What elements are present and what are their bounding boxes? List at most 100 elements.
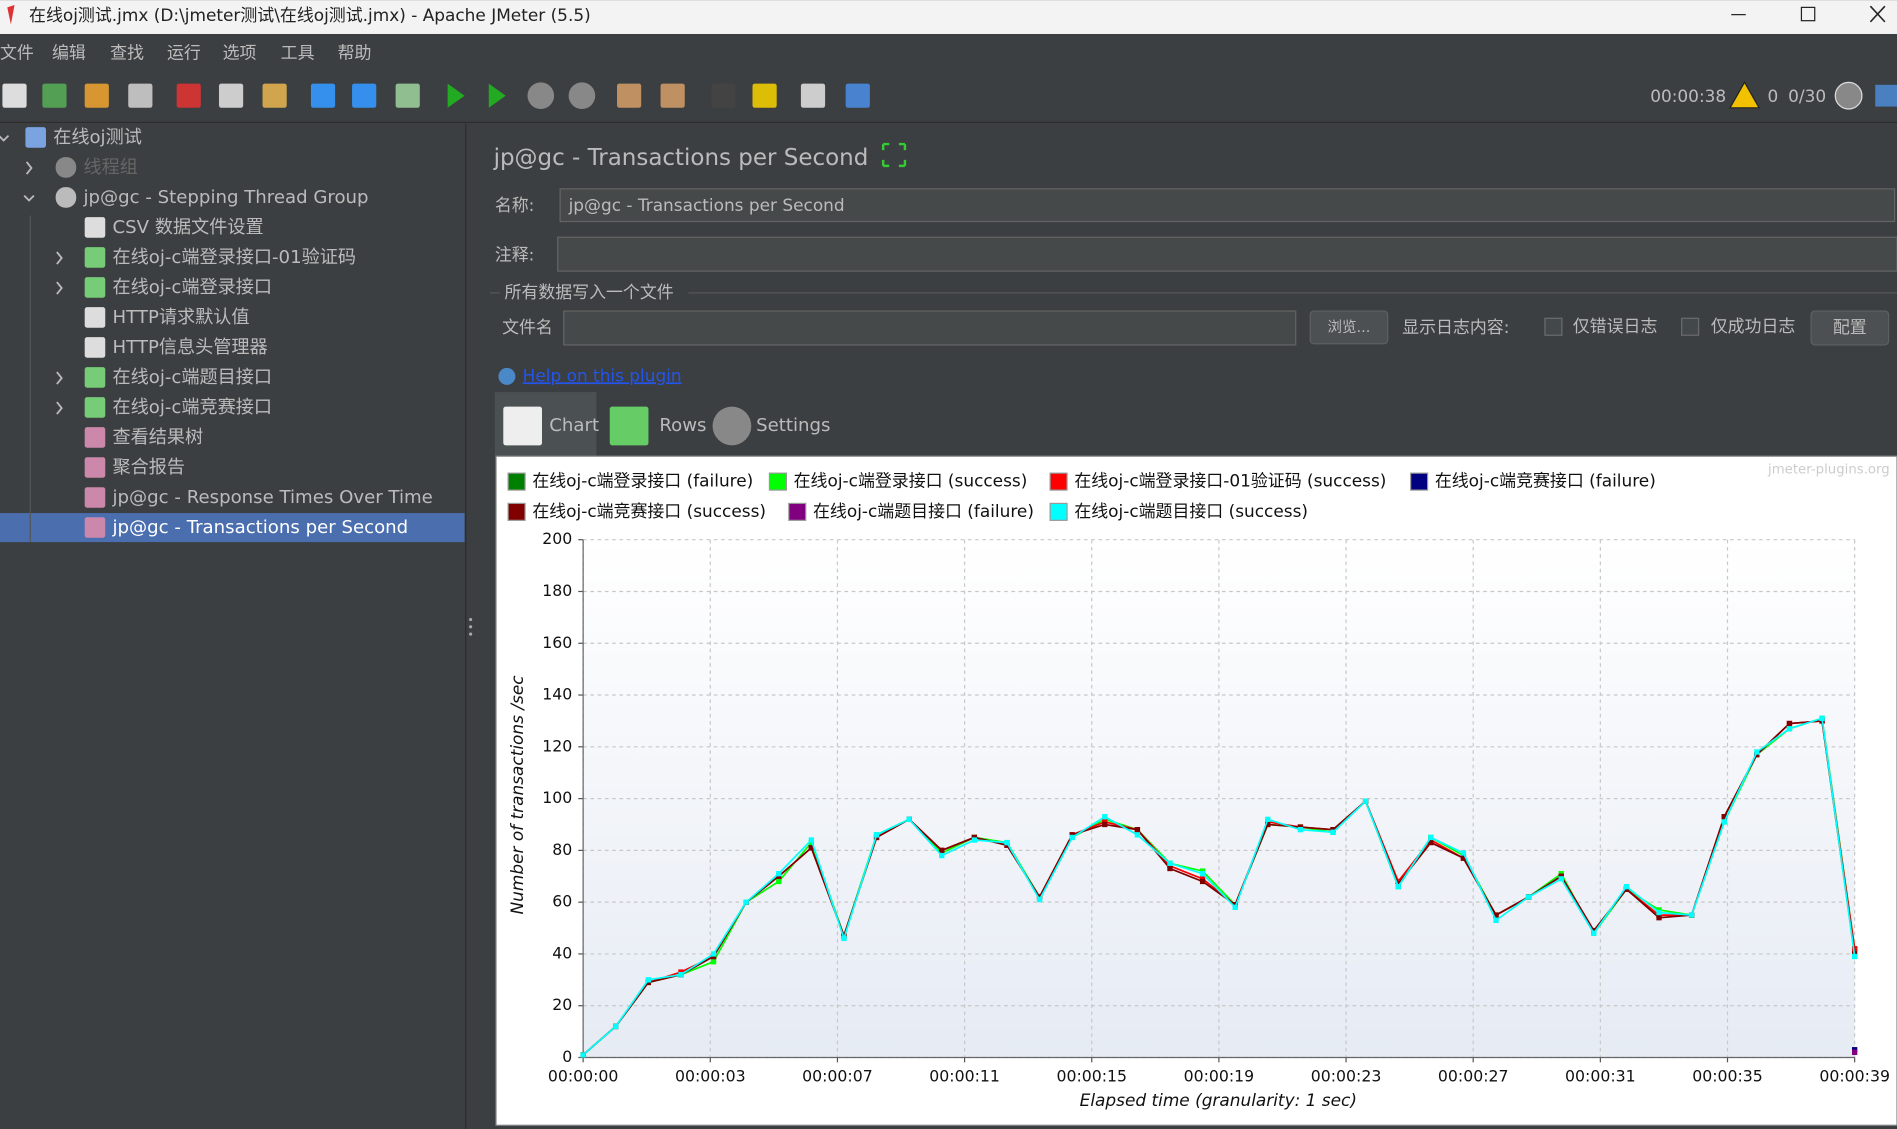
tool-icon[interactable] <box>176 83 201 108</box>
tree-icon <box>55 187 77 208</box>
menu-item[interactable]: 选项 <box>223 42 257 62</box>
name-label: 名称: <box>495 195 535 215</box>
point <box>580 1052 586 1058</box>
collapse-arrow[interactable] <box>56 371 63 385</box>
tree-item[interactable]: HTTP请求默认值 <box>113 307 250 328</box>
tool-icon[interactable] <box>447 83 465 108</box>
tree-icon <box>84 487 106 508</box>
maximize[interactable] <box>1800 6 1816 22</box>
tree-icon <box>25 127 46 148</box>
menu-item[interactable]: 运行 <box>167 42 201 62</box>
checkbox[interactable] <box>1681 317 1700 336</box>
point <box>1199 871 1206 877</box>
menu-item[interactable]: 文件 <box>0 42 34 62</box>
legend-swatch <box>1049 502 1068 521</box>
legend-swatch <box>507 502 526 521</box>
point <box>776 871 782 877</box>
tool-icon[interactable] <box>752 83 777 108</box>
tool-icon[interactable] <box>352 83 377 108</box>
tool-icon[interactable] <box>310 83 336 108</box>
tool-icon[interactable] <box>2 83 27 108</box>
menu-item[interactable]: 编辑 <box>52 42 86 62</box>
tree-item[interactable]: 在线oj-c端题目接口 <box>113 367 273 388</box>
tool-icon[interactable] <box>262 83 287 108</box>
collapse-arrow[interactable] <box>25 161 33 175</box>
browse-button[interactable] <box>1309 310 1389 345</box>
collapse-arrow[interactable] <box>56 251 63 265</box>
point <box>1232 904 1238 911</box>
point <box>1428 839 1434 846</box>
point <box>1591 930 1597 936</box>
close[interactable] <box>1869 5 1886 23</box>
tool-icon[interactable] <box>845 83 870 108</box>
expand-arrow[interactable] <box>0 134 10 142</box>
tab[interactable]: Chart <box>549 415 599 436</box>
tab[interactable]: Rows <box>659 415 706 436</box>
tool-icon[interactable] <box>488 83 506 108</box>
tool-icon[interactable] <box>527 82 555 110</box>
configure-button[interactable] <box>1810 310 1890 346</box>
tool-icon[interactable] <box>800 83 826 108</box>
tree-item[interactable]: 查看结果树 <box>113 427 204 448</box>
tab[interactable]: Settings <box>756 415 830 436</box>
tree-item[interactable]: jp@gc - Transactions per Second <box>112 517 409 538</box>
tree-item[interactable]: 在线oj-c端登录接口 <box>113 277 273 298</box>
tree-item[interactable]: 线程组 <box>83 157 137 178</box>
log-icon[interactable] <box>1875 84 1897 107</box>
menu-item[interactable]: 帮助 <box>338 42 372 62</box>
tree-item[interactable]: jp@gc - Stepping Thread Group <box>82 187 368 208</box>
point <box>939 847 945 854</box>
tree-item[interactable]: CSV 数据文件设置 <box>113 217 264 238</box>
browse-text: 浏览... <box>1328 319 1371 336</box>
tool-icon[interactable] <box>617 83 642 108</box>
remote-icon[interactable] <box>1834 81 1863 110</box>
point <box>1069 834 1075 841</box>
tool-icon[interactable] <box>218 83 244 108</box>
tool-icon[interactable] <box>84 83 109 108</box>
tree-item[interactable]: 在线oj测试 <box>53 127 142 148</box>
point <box>841 935 847 942</box>
legend-label: 在线oj-c端题目接口 (failure) <box>813 501 1034 521</box>
file-label: 文件名 <box>502 317 553 337</box>
point <box>1656 909 1662 916</box>
tree-item[interactable]: 在线oj-c端登录接口-01验证码 <box>113 247 356 268</box>
expand-arrow[interactable] <box>23 194 35 202</box>
checkbox[interactable] <box>1544 317 1563 336</box>
legend-swatch <box>788 502 807 521</box>
tool-icon[interactable] <box>711 83 736 108</box>
comment-input[interactable] <box>557 236 1897 272</box>
x-tick-label: 00:00:23 <box>1311 1066 1382 1085</box>
legend-label: 在线oj-c端竞赛接口 (success) <box>532 501 766 521</box>
x-tick-label: 00:00:39 <box>1819 1066 1890 1085</box>
tree-item[interactable]: jp@gc - Response Times Over Time <box>112 487 433 508</box>
tool-icon[interactable] <box>128 83 153 108</box>
tree-item[interactable]: 在线oj-c端竞赛接口 <box>113 397 273 418</box>
tree-item[interactable]: HTTP信息头管理器 <box>113 337 268 358</box>
point <box>1362 798 1369 804</box>
menu-item[interactable]: 工具 <box>281 42 315 62</box>
help-link[interactable]: Help on this plugin <box>523 365 682 385</box>
point <box>971 837 978 843</box>
collapse-arrow[interactable] <box>56 281 63 295</box>
name-input[interactable] <box>559 188 1896 223</box>
file-input[interactable] <box>563 310 1297 346</box>
y-tick-label: 80 <box>552 840 572 859</box>
point <box>1297 827 1304 833</box>
tool-icon[interactable] <box>42 83 67 108</box>
tool-icon[interactable] <box>568 82 596 110</box>
point <box>1330 829 1336 835</box>
expand-icon[interactable] <box>881 142 907 168</box>
tree-icon <box>84 337 106 358</box>
point <box>1265 821 1271 828</box>
menu-item[interactable]: 查找 <box>110 42 144 62</box>
point <box>1167 860 1173 866</box>
collapse-arrow[interactable] <box>56 401 63 415</box>
point <box>1102 821 1108 828</box>
tool-icon[interactable] <box>395 83 420 108</box>
errors-only: 仅错误日志 <box>1573 316 1658 336</box>
y-tick-label: 0 <box>562 1047 572 1066</box>
tree-item[interactable]: 聚合报告 <box>113 457 186 478</box>
tool-icon[interactable] <box>660 83 685 108</box>
point <box>710 959 717 965</box>
